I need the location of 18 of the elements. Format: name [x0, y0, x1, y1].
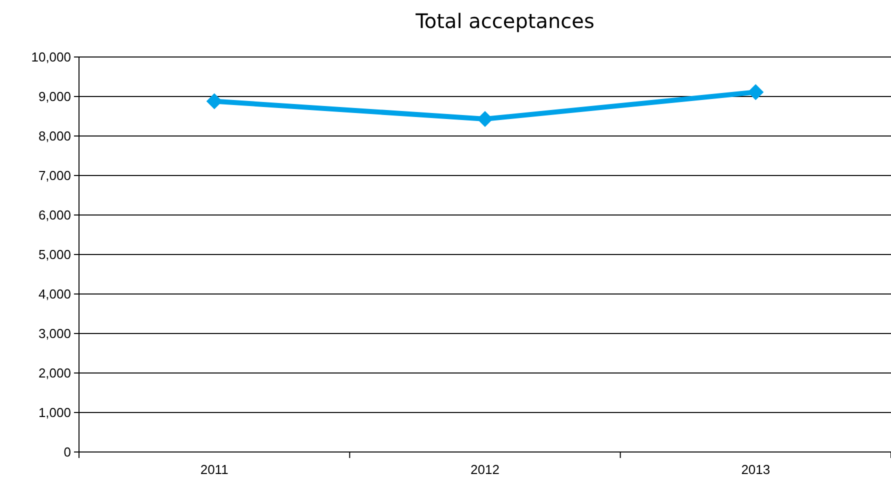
y-tick-label: 0: [64, 444, 71, 460]
y-tick-label: 2,000: [38, 366, 71, 381]
point: [477, 111, 493, 128]
x-tick-label: 2013: [741, 462, 770, 477]
y-tick-label: 3,000: [38, 326, 71, 342]
y-tick-label: 1,000: [38, 405, 71, 420]
y-tick-label: 6,000: [38, 208, 71, 223]
y-tick-label: 5,000: [38, 247, 71, 262]
chart-title: Total acceptances: [414, 9, 594, 33]
point: [748, 84, 764, 100]
y-tick-label: 9,000: [38, 89, 71, 104]
y-tick-label: 4,000: [38, 286, 71, 302]
y-tick-label: 10,000: [31, 50, 71, 65]
x-tick-label: 2011: [200, 462, 228, 477]
point: [206, 93, 222, 110]
y-tick-label: 8,000: [38, 128, 71, 144]
x-tick-label: 2012: [470, 462, 500, 477]
y-tick-label: 7,000: [38, 168, 71, 184]
